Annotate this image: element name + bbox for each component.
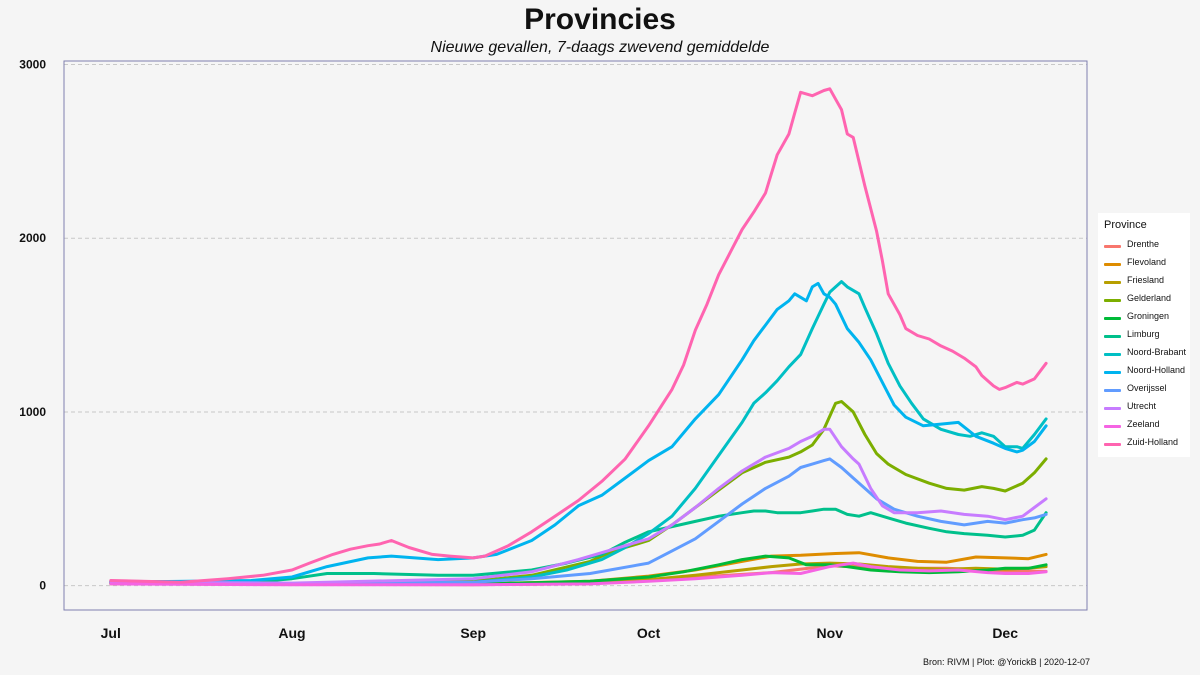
legend-item: Noord-Brabant bbox=[1104, 345, 1190, 363]
legend-label: Noord-Holland bbox=[1127, 365, 1186, 375]
legend-swatch bbox=[1104, 353, 1121, 356]
legend-swatch bbox=[1104, 317, 1121, 320]
x-tick-label: Nov bbox=[817, 625, 844, 641]
source-caption: Bron: RIVM | Plot: @YorickB | 2020-12-07 bbox=[922, 657, 1090, 667]
legend-swatch bbox=[1104, 299, 1121, 302]
x-tick-label: Dec bbox=[992, 625, 1018, 641]
legend-item: Utrecht bbox=[1104, 399, 1190, 417]
x-tick-label: Aug bbox=[278, 625, 305, 641]
legend-swatch bbox=[1104, 281, 1121, 284]
series-layer bbox=[109, 87, 1048, 587]
chart-subtitle: Nieuwe gevallen, 7-daags zwevend gemidde… bbox=[430, 39, 770, 56]
series-line-zeeland bbox=[109, 561, 1048, 587]
legend-swatch bbox=[1104, 245, 1121, 248]
legend-title: Province bbox=[1104, 219, 1147, 231]
legend-item: Overijssel bbox=[1104, 381, 1190, 399]
legend-swatch bbox=[1104, 389, 1121, 392]
legend-label: Noord-Brabant bbox=[1127, 347, 1187, 357]
x-tick-label: Sep bbox=[460, 625, 486, 641]
legend-label: Flevoland bbox=[1127, 257, 1167, 267]
legend-swatch bbox=[1104, 407, 1121, 410]
plot-panel-border bbox=[63, 60, 1088, 611]
x-tick-label: Jul bbox=[101, 625, 121, 641]
series-line-overijssel bbox=[109, 457, 1048, 586]
legend-item: Limburg bbox=[1104, 327, 1190, 345]
legend-swatch bbox=[1104, 335, 1121, 338]
y-tick-label: 2000 bbox=[19, 231, 46, 245]
legend-item: Gelderland bbox=[1104, 291, 1190, 309]
legend: Province Drenthe Flevoland Friesland Gelder… bbox=[1098, 213, 1190, 457]
legend-label: Zuid-Holland bbox=[1127, 437, 1179, 447]
x-tick-label: Oct bbox=[637, 625, 661, 641]
legend-label: Groningen bbox=[1127, 311, 1170, 321]
legend-swatch bbox=[1104, 443, 1121, 446]
legend-label: Drenthe bbox=[1127, 239, 1160, 249]
legend-swatch bbox=[1104, 425, 1121, 428]
legend-item: Zeeland bbox=[1104, 417, 1190, 435]
legend-item: Friesland bbox=[1104, 273, 1190, 291]
legend-swatch bbox=[1104, 263, 1121, 266]
legend-item: Drenthe bbox=[1104, 237, 1190, 255]
y-tick-label: 1000 bbox=[19, 405, 46, 419]
legend-label: Limburg bbox=[1127, 329, 1160, 339]
legend-item: Groningen bbox=[1104, 309, 1190, 327]
legend-label: Overijssel bbox=[1127, 383, 1167, 393]
legend-item: Flevoland bbox=[1104, 255, 1190, 273]
legend-label: Zeeland bbox=[1127, 419, 1160, 429]
legend-swatch bbox=[1104, 371, 1121, 374]
y-tick-label: 3000 bbox=[19, 57, 46, 71]
y-axis-ticks: 0 1000 2000 3000 bbox=[19, 57, 46, 592]
series-line-gelderland bbox=[109, 400, 1048, 586]
legend-label: Utrecht bbox=[1127, 401, 1157, 411]
series-line-noord-brabant bbox=[109, 280, 1048, 586]
chart-title: Provincies bbox=[524, 3, 676, 36]
legend-label: Friesland bbox=[1127, 275, 1165, 285]
x-axis-ticks: Jul Aug Sep Oct Nov Dec bbox=[101, 625, 1019, 641]
series-line-utrecht bbox=[109, 427, 1048, 585]
series-line-zuid-holland bbox=[109, 87, 1048, 584]
legend-item: Noord-Holland bbox=[1104, 363, 1190, 381]
legend-label: Gelderland bbox=[1127, 293, 1172, 303]
legend-item: Zuid-Holland bbox=[1104, 435, 1190, 453]
y-tick-label: 0 bbox=[39, 579, 46, 593]
series-line-limburg bbox=[109, 507, 1048, 584]
